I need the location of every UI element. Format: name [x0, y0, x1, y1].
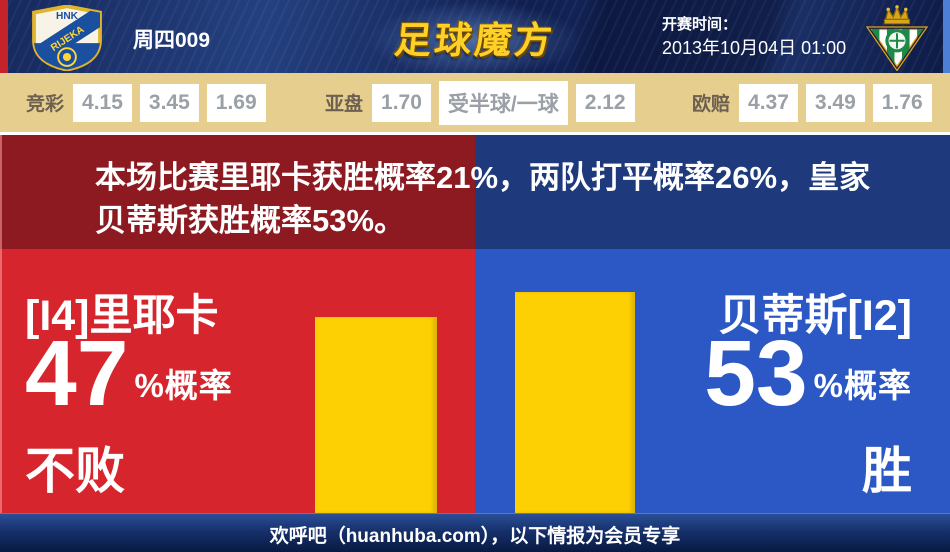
home-crest-top-text: HNK [56, 11, 79, 22]
home-probability: 47 %概率 [25, 321, 233, 425]
left-edge-highlight [0, 135, 2, 513]
prediction-area: 本场比赛里耶卡获胜概率21%，两队打平概率26%，皇家 贝蒂斯获胜概率53%。 … [0, 135, 950, 513]
euro-home-odds: 4.37 [739, 83, 798, 122]
odds-group-jingcai: 竞彩 4.15 3.45 1.69 [26, 73, 274, 132]
match-code: 周四009 [133, 29, 211, 52]
home-percent-value: 47 [25, 321, 129, 425]
probability-summary: 本场比赛里耶卡获胜概率21%，两队打平概率26%，皇家 贝蒂斯获胜概率53%。 [95, 156, 937, 242]
left-edge-accent [0, 0, 8, 73]
handicap-line: 受半球/一球 [438, 80, 568, 125]
right-edge-accent [943, 0, 950, 73]
away-probability: 53 %概率 [704, 321, 912, 425]
summary-line-1: 本场比赛里耶卡获胜概率21%，两队打平概率26%，皇家 [95, 160, 871, 195]
odds-value-away-win: 1.69 [206, 83, 266, 122]
odds-group-euro: 欧赔 4.37 3.49 1.76 [692, 73, 940, 132]
summary-banner-right [475, 135, 950, 249]
site-logo: 足球魔方 [392, 19, 557, 61]
odds-bar: 竞彩 4.15 3.45 1.69 亚盘 1.70 受半球/一球 2.12 欧赔… [0, 73, 950, 135]
kickoff-label: 开赛时间： [662, 16, 738, 33]
home-probability-bar [315, 317, 437, 513]
home-team-crest-icon: HNK RIJEKA [28, 4, 106, 76]
footer-text: 欢呼吧（huanhuba.com），以下情报为会员专享 [269, 526, 681, 547]
odds-value-draw: 3.45 [139, 83, 199, 122]
odds-label-euro: 欧赔 [692, 94, 731, 115]
odds-value-home-win: 4.15 [73, 83, 132, 122]
kickoff-time-block: 开赛时间： 2013年10月04日 01:00 [662, 14, 846, 60]
match-header: HNK RIJEKA 周四009 足球魔方 开赛时间： 2013年10月04日 … [0, 0, 950, 73]
euro-away-odds: 1.76 [872, 83, 932, 122]
home-outcome: 不败 [25, 443, 125, 499]
away-percent-suffix: %概率 [813, 366, 912, 404]
handicap-home-odds: 1.70 [372, 83, 431, 122]
odds-group-asian-handicap: 亚盘 1.70 受半球/一球 2.12 [325, 73, 643, 132]
home-team-name: [I4]里耶卡 [25, 292, 219, 340]
site-logo-glow: 足球魔方 [365, 0, 585, 73]
odds-label-jingcai: 竞彩 [26, 94, 65, 115]
away-percent-value: 53 [704, 321, 808, 425]
kickoff-time: 2013年10月04日 01:00 [662, 38, 847, 58]
away-team-crest-icon [853, 3, 941, 76]
summary-line-2: 贝蒂斯获胜概率53%。 [95, 203, 406, 238]
home-percent-suffix: %概率 [134, 366, 233, 404]
away-outcome: 胜 [862, 443, 912, 499]
handicap-away-odds: 2.12 [575, 83, 635, 122]
site-footer: 欢呼吧（huanhuba.com），以下情报为会员专享 [0, 513, 950, 552]
away-probability-bar [515, 292, 635, 513]
summary-banner-left [0, 135, 475, 249]
odds-label-asian-handicap: 亚盘 [325, 94, 364, 115]
away-team-name: 贝蒂斯[I2] [718, 292, 913, 340]
euro-draw-odds: 3.49 [805, 83, 865, 122]
